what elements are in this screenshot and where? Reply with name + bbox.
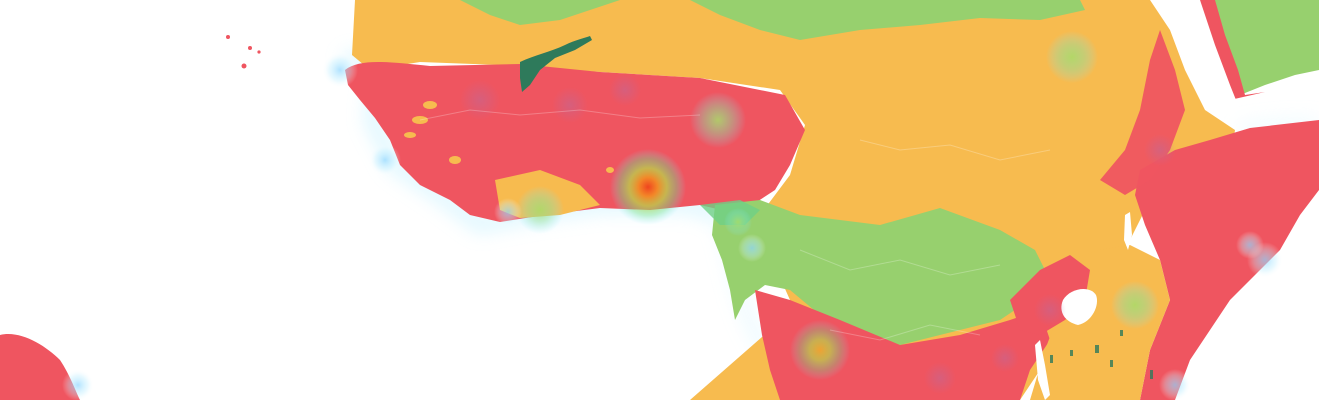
heat-hotspot-nigeria-north[interactable] xyxy=(690,92,746,148)
heat-hotspot-gabon[interactable] xyxy=(738,234,766,262)
land-red-south-america xyxy=(0,334,80,400)
land-red-west-africa xyxy=(345,62,805,222)
heat-hotspot-nigeria[interactable] xyxy=(610,149,686,225)
heat-hotspot-ghana[interactable] xyxy=(516,186,564,234)
land-red-horn xyxy=(1135,120,1319,400)
heat-hotspot-ethiopia[interactable] xyxy=(1144,134,1176,166)
heat-hotspot-uganda[interactable] xyxy=(1034,294,1066,326)
heat-hotspot-sudan[interactable] xyxy=(1046,31,1098,83)
lake-turkana xyxy=(1124,212,1132,250)
heat-hotspot-mali[interactable] xyxy=(460,80,500,120)
heat-hotspot-kenya[interactable] xyxy=(1111,281,1159,329)
heat-hotspot-tanzania[interactable] xyxy=(1236,231,1264,259)
land-green-north xyxy=(460,0,620,25)
land-green-congo xyxy=(712,200,1045,345)
heat-hotspot-cameroon[interactable] xyxy=(724,208,752,236)
land-orange-flecks xyxy=(404,101,614,185)
land-red-arabia-edge xyxy=(1200,0,1265,100)
land-green-speckles xyxy=(1050,330,1153,379)
land-green-north-egypt xyxy=(690,0,1085,40)
lake-victoria xyxy=(1061,288,1098,325)
land-green-arabia xyxy=(1200,0,1319,95)
heat-hotspot-zambia[interactable] xyxy=(924,362,956,394)
heat-hotspot-burkina[interactable] xyxy=(552,87,588,123)
heat-hotspot-ivory-coast[interactable] xyxy=(494,198,522,226)
lake-tanganyika xyxy=(1035,340,1050,400)
cape-verde-islands xyxy=(226,35,261,69)
heat-hotspot-angola[interactable] xyxy=(790,320,850,380)
heat-hotspot-senegal[interactable] xyxy=(322,52,358,88)
heat-hotspot-brazil[interactable] xyxy=(62,369,94,400)
heat-hotspot-drc[interactable] xyxy=(991,344,1019,372)
heat-hotspot-mozambique[interactable] xyxy=(1159,369,1191,400)
boundaries xyxy=(419,109,1051,341)
heatmap-layer xyxy=(62,31,1283,400)
heat-hotspot-niger[interactable] xyxy=(609,74,641,106)
red-sea xyxy=(1165,0,1240,115)
lake-niger-delta xyxy=(520,36,592,92)
heat-hotspot-guinea[interactable] xyxy=(369,144,401,176)
